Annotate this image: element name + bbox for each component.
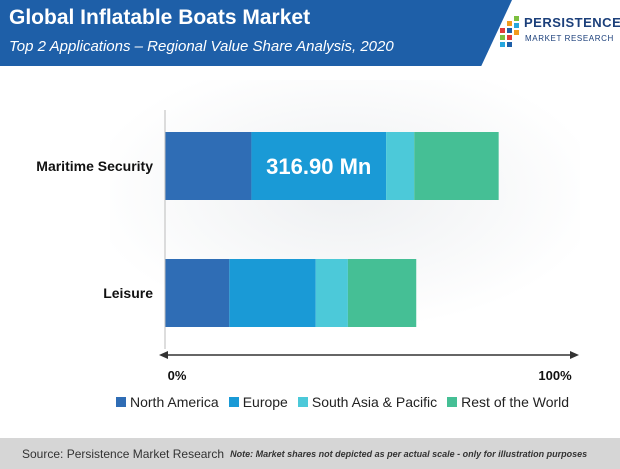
legend-label: North America: [130, 394, 219, 410]
legend-swatch: [116, 397, 126, 407]
legend-item-north-america: North America: [116, 394, 219, 410]
company-logo: PERSISTENCE MARKET RESEARCH: [498, 8, 620, 64]
logo-mark-icon: [500, 16, 519, 47]
legend-label: South Asia & Pacific: [311, 394, 438, 410]
source-text: Source: Persistence Market Research: [22, 446, 225, 461]
legend-item-europe: Europe: [228, 394, 288, 410]
legend-swatch: [228, 397, 239, 407]
logo-name: PERSISTENCE: [524, 15, 620, 30]
stacked-bar-chart: 316.90 Mn Maritime Security Leisure 0% 100…: [36, 80, 580, 383]
x-tick-label: 0%: [168, 368, 187, 383]
bar-leisure-rest-of-the-world: [347, 259, 417, 327]
legend-swatch: [447, 397, 458, 407]
category-label-leisure: Leisure: [103, 285, 153, 301]
x-axis-left-arrow-icon: [159, 351, 168, 359]
legend-label: Europe: [242, 394, 288, 410]
legend-item-rest-of-the-world: Rest of the World: [447, 394, 569, 410]
bar-maritime-security-rest-of-the-world: [414, 132, 499, 200]
x-tick-label: 100%: [538, 368, 572, 383]
logo-tagline: MARKET RESEARCH: [525, 34, 614, 43]
footer-bar: Source: Persistence Market Research Note…: [0, 438, 620, 469]
legend-item-south-asia-and-pacific: South Asia & Pacific: [297, 394, 438, 410]
bar-maritime-security-europe: [251, 132, 387, 200]
category-label-maritime-security: Maritime Security: [36, 158, 153, 174]
bar-maritime-security-north-america: [165, 132, 252, 200]
legend-swatch: [297, 397, 308, 407]
bar-value-annotation: 316.90 Mn: [266, 154, 371, 179]
bar-leisure-europe: [229, 259, 316, 327]
bar-maritime-security-south-asia-and-pacific: [386, 132, 415, 200]
x-axis-right-arrow-icon: [570, 351, 579, 359]
disclaimer-note: Note: Market shares not depicted as per …: [230, 448, 588, 459]
page-title: Global Inflatable Boats Market: [9, 6, 311, 29]
legend-label: Rest of the World: [461, 394, 570, 410]
chart-legend: North America Europe South Asia & Pacific R…: [116, 394, 569, 410]
bar-leisure-north-america: [165, 259, 230, 327]
title-banner: [0, 0, 512, 66]
bar-leisure-south-asia-and-pacific: [315, 259, 348, 327]
page-subtitle: Top 2 Applications – Regional Value Shar…: [9, 38, 394, 55]
